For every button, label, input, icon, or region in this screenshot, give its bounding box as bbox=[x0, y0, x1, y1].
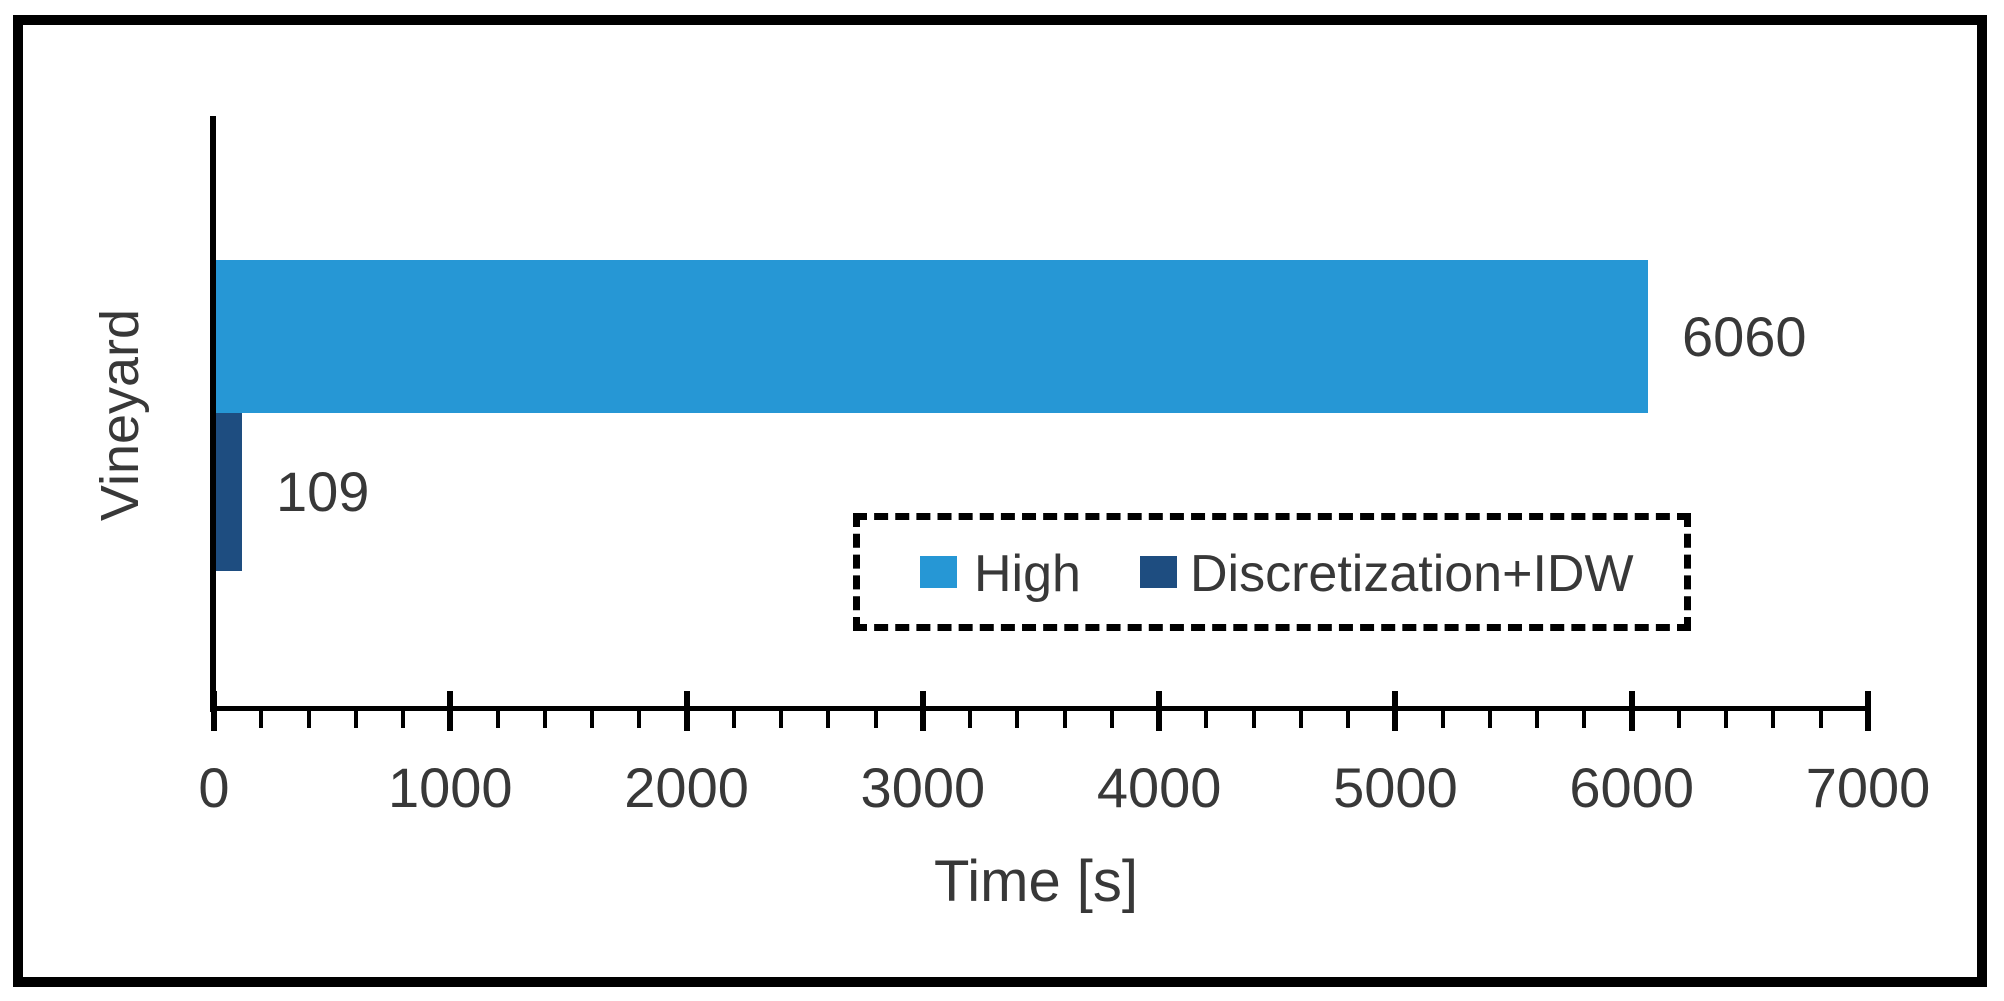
x-major-tick bbox=[447, 691, 454, 731]
chart-outer-frame: 0 1000 2000 3000 4000 5000 6000 7000 6060 109 T… bbox=[13, 15, 1987, 987]
x-tick-label: 0 bbox=[198, 756, 230, 819]
x-minor-tick bbox=[1346, 711, 1351, 728]
x-tick-label: 6000 bbox=[1569, 756, 1694, 819]
x-tick-label: 2000 bbox=[624, 756, 749, 819]
x-minor-tick bbox=[1204, 711, 1209, 728]
x-minor-tick bbox=[1582, 711, 1587, 728]
x-minor-tick bbox=[306, 711, 311, 728]
legend-marker-discretization-idw-icon bbox=[1140, 556, 1177, 588]
bar-high-series bbox=[216, 260, 1648, 413]
x-minor-tick bbox=[259, 711, 264, 728]
bar-value-label-discretization-idw: 109 bbox=[276, 460, 370, 523]
legend-marker-high-icon bbox=[920, 556, 957, 588]
x-major-tick bbox=[211, 691, 217, 731]
x-minor-tick bbox=[1109, 711, 1114, 728]
x-minor-tick bbox=[826, 711, 831, 728]
legend-label-high: High bbox=[974, 545, 1081, 603]
x-minor-tick bbox=[1818, 711, 1823, 728]
x-major-tick bbox=[1865, 691, 1871, 731]
x-major-tick bbox=[1628, 691, 1635, 731]
x-tick-label: 1000 bbox=[387, 756, 513, 819]
x-minor-tick bbox=[779, 711, 784, 728]
x-minor-tick bbox=[1062, 711, 1067, 728]
legend-box: High Discretization+IDW bbox=[853, 513, 1691, 631]
x-minor-tick bbox=[1535, 711, 1540, 728]
x-minor-tick bbox=[637, 711, 642, 728]
x-minor-tick bbox=[968, 711, 973, 728]
x-axis-line bbox=[210, 706, 1871, 711]
x-minor-tick bbox=[1440, 711, 1445, 728]
legend-label-discretization-idw: Discretization+IDW bbox=[1190, 545, 1634, 603]
bar-discretization-idw-series bbox=[216, 413, 242, 571]
x-minor-tick bbox=[873, 711, 878, 728]
x-minor-tick bbox=[1298, 711, 1303, 728]
x-minor-tick bbox=[1724, 711, 1729, 728]
x-minor-tick bbox=[1015, 711, 1020, 728]
x-minor-tick bbox=[542, 711, 547, 728]
x-tick-label: 4000 bbox=[1096, 756, 1222, 819]
x-minor-tick bbox=[495, 711, 500, 728]
x-minor-tick bbox=[1251, 711, 1256, 728]
x-major-tick bbox=[919, 691, 926, 731]
x-minor-tick bbox=[1487, 711, 1492, 728]
x-major-tick bbox=[1392, 691, 1399, 731]
y-category-label: Vineyard bbox=[90, 308, 150, 522]
x-tick-label: 7000 bbox=[1805, 756, 1931, 819]
x-tick-label: 5000 bbox=[1333, 756, 1458, 819]
x-axis-title: Time [s] bbox=[933, 849, 1139, 914]
y-axis-line bbox=[210, 116, 216, 712]
x-minor-tick bbox=[401, 711, 406, 728]
x-minor-tick bbox=[353, 711, 358, 728]
x-major-tick bbox=[683, 691, 690, 731]
x-minor-tick bbox=[1676, 711, 1681, 728]
x-minor-tick bbox=[731, 711, 736, 728]
x-minor-tick bbox=[590, 711, 595, 728]
bar-value-label-high: 6060 bbox=[1682, 304, 1807, 368]
x-major-tick bbox=[1156, 691, 1163, 731]
x-minor-tick bbox=[1771, 711, 1776, 728]
x-tick-label: 3000 bbox=[860, 756, 986, 819]
